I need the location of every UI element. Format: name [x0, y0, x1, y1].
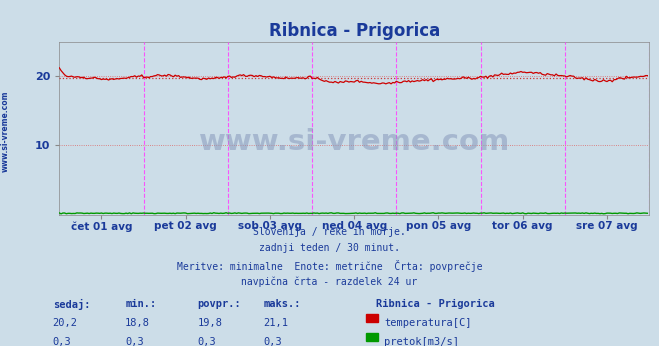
- Text: 0,3: 0,3: [53, 337, 71, 346]
- Text: www.si-vreme.com: www.si-vreme.com: [1, 91, 10, 172]
- Text: Ribnica - Prigorica: Ribnica - Prigorica: [376, 299, 494, 309]
- Text: www.si-vreme.com: www.si-vreme.com: [198, 128, 510, 156]
- Text: Meritve: minimalne  Enote: metrične  Črta: povprečje: Meritve: minimalne Enote: metrične Črta:…: [177, 260, 482, 272]
- Title: Ribnica - Prigorica: Ribnica - Prigorica: [269, 22, 440, 40]
- Text: 0,3: 0,3: [264, 337, 282, 346]
- Text: sedaj:: sedaj:: [53, 299, 90, 310]
- Text: Slovenija / reke in morje.: Slovenija / reke in morje.: [253, 227, 406, 237]
- Text: 18,8: 18,8: [125, 318, 150, 328]
- Text: 21,1: 21,1: [264, 318, 289, 328]
- Text: pretok[m3/s]: pretok[m3/s]: [384, 337, 459, 346]
- Text: 20,2: 20,2: [53, 318, 78, 328]
- Text: zadnji teden / 30 minut.: zadnji teden / 30 minut.: [259, 243, 400, 253]
- Text: 0,3: 0,3: [125, 337, 144, 346]
- Text: navpična črta - razdelek 24 ur: navpična črta - razdelek 24 ur: [241, 276, 418, 287]
- Text: temperatura[C]: temperatura[C]: [384, 318, 472, 328]
- Text: min.:: min.:: [125, 299, 156, 309]
- Text: povpr.:: povpr.:: [198, 299, 241, 309]
- Text: 19,8: 19,8: [198, 318, 223, 328]
- Text: maks.:: maks.:: [264, 299, 301, 309]
- Text: 0,3: 0,3: [198, 337, 216, 346]
